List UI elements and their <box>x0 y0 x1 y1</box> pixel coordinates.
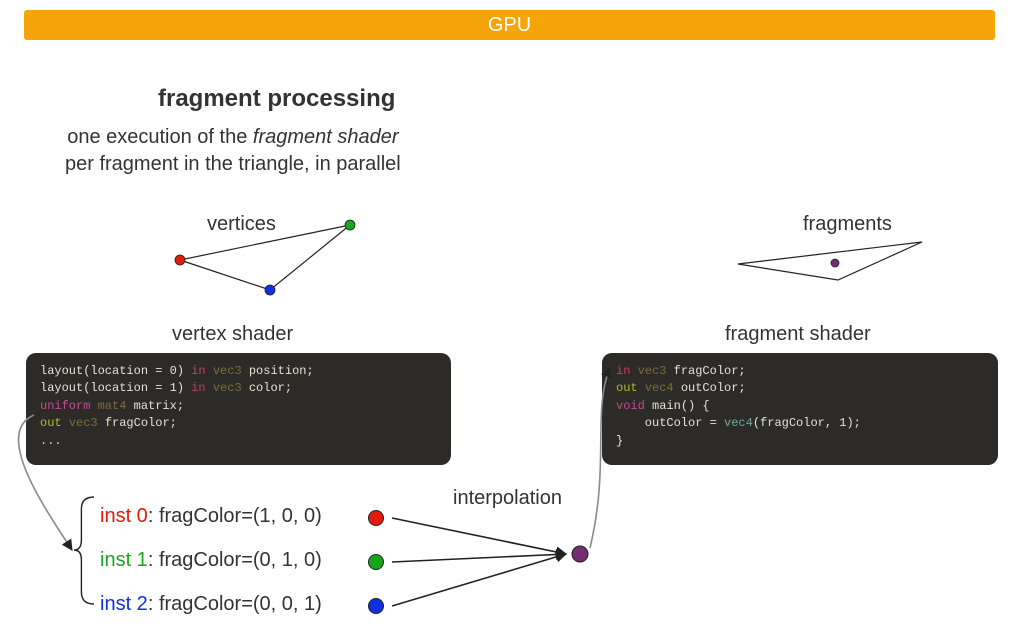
subtitle-line1-italic: fragment shader <box>253 126 399 148</box>
instance-label: inst 2 <box>100 593 148 615</box>
instance-label: inst 1 <box>100 549 148 571</box>
label-vertex-shader: vertex shader <box>172 323 293 346</box>
label-fragment-shader: fragment shader <box>725 323 871 346</box>
instance-value: fragColor=(0, 1, 0) <box>159 549 322 571</box>
diagram-svg <box>0 0 1019 631</box>
label-vertices: vertices <box>207 213 276 236</box>
subtitle-line2: per fragment in the triangle, in paralle… <box>65 153 401 175</box>
fragment-shader-code: in vec3 fragColor;out vec4 outColor;void… <box>602 353 998 465</box>
label-fragments: fragments <box>803 213 892 236</box>
instance-row: inst 1: fragColor=(0, 1, 0) <box>100 549 322 572</box>
instance-value: fragColor=(0, 0, 1) <box>159 593 322 615</box>
section-subtitle: one execution of the fragment shader per… <box>65 124 401 178</box>
instance-label: inst 0 <box>100 505 148 527</box>
vertex-shader-code: layout(location = 0) in vec3 position;la… <box>26 353 451 465</box>
label-interpolation: interpolation <box>453 487 562 510</box>
title-banner: GPU <box>24 10 995 40</box>
instance-color-dot <box>368 510 384 526</box>
instance-value: fragColor=(1, 0, 0) <box>159 505 322 527</box>
instance-color-dot <box>368 554 384 570</box>
instance-row: inst 0: fragColor=(1, 0, 0) <box>100 505 322 528</box>
instance-color-dot <box>368 598 384 614</box>
section-title: fragment processing <box>158 85 395 113</box>
subtitle-line1-pre: one execution of the <box>67 126 253 148</box>
instance-row: inst 2: fragColor=(0, 0, 1) <box>100 593 322 616</box>
